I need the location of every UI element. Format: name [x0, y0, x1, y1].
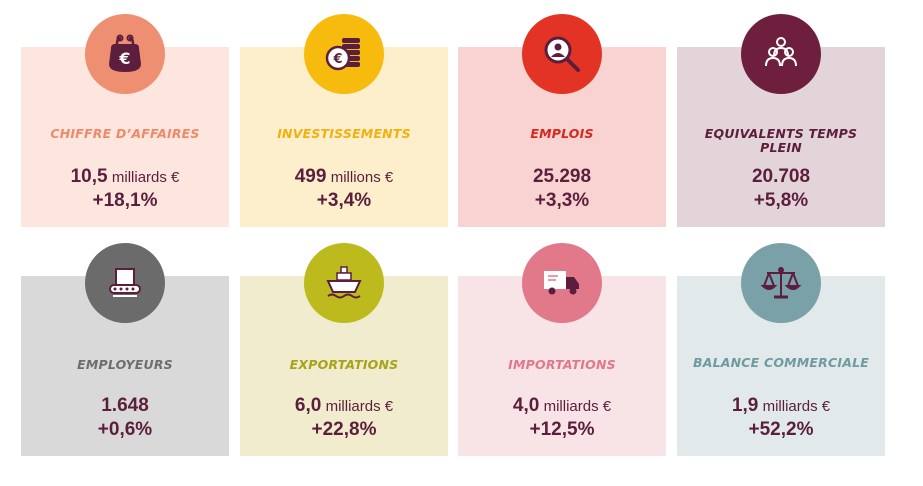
card-value: 4,0 milliards € [512, 395, 612, 416]
card-label: EMPLOYEURS [77, 357, 173, 372]
group-people-icon [741, 14, 821, 94]
card-change: +3,4% [316, 190, 372, 211]
card-change: +12,5% [529, 419, 595, 440]
person-search-icon [522, 14, 602, 94]
card-employeurs: EMPLOYEURS 1.648 +0,6% [21, 243, 229, 456]
card-change: +18,1% [92, 190, 158, 211]
card-change: +5,8% [753, 190, 809, 211]
card-label: EXPORTATIONS [289, 357, 399, 372]
euro-purse-icon: € [85, 14, 165, 94]
card-label: EMPLOIS [530, 126, 594, 141]
delivery-truck-icon [522, 243, 602, 323]
svg-text:€: € [118, 49, 130, 68]
coins-icon: € [304, 14, 384, 94]
card-value: 10,5 milliards € [70, 166, 180, 187]
card-change: +52,2% [748, 419, 814, 440]
card-importations: IMPORTATIONS 4,0 milliards € +12,5% [458, 243, 666, 456]
card-exportations: EXPORTATIONS 6,0 milliards € +22,8% [240, 243, 448, 456]
card-investissements: € INVESTISSEMENTS 499 millions € +3,4% [240, 14, 448, 227]
card-value: 25.298 [532, 166, 592, 187]
card-change: +3,3% [534, 190, 590, 211]
card-label: EQUIVALENTS TEMPS PLEIN [704, 126, 858, 155]
scales-icon [741, 243, 821, 323]
card-equivalents-temps-plein: EQUIVALENTS TEMPS PLEIN 20.708 +5,8% [677, 14, 885, 227]
card-value: 6,0 milliards € [294, 395, 394, 416]
card-label: CHIFFRE D’AFFAIRES [50, 126, 200, 141]
card-label: IMPORTATIONS [508, 357, 616, 372]
card-value: 1,9 milliards € [731, 395, 831, 416]
card-value: 499 millions € [294, 166, 394, 187]
card-label: BALANCE COMMERCIALE [692, 355, 869, 370]
card-change: +22,8% [311, 419, 377, 440]
card-balance-commerciale: BALANCE COMMERCIALE 1,9 milliards € +52,… [677, 243, 885, 456]
card-chiffre-affaires: € CHIFFRE D’AFFAIRES 10,5 milliards € +1… [21, 14, 229, 227]
card-change: +0,6% [97, 419, 153, 440]
card-value: 20.708 [751, 166, 811, 187]
card-value: 1.648 [101, 395, 149, 416]
conveyor-box-icon [85, 243, 165, 323]
card-label: INVESTISSEMENTS [277, 126, 411, 141]
svg-text:€: € [332, 52, 342, 67]
cargo-ship-icon [304, 243, 384, 323]
card-emplois: EMPLOIS 25.298 +3,3% [458, 14, 666, 227]
